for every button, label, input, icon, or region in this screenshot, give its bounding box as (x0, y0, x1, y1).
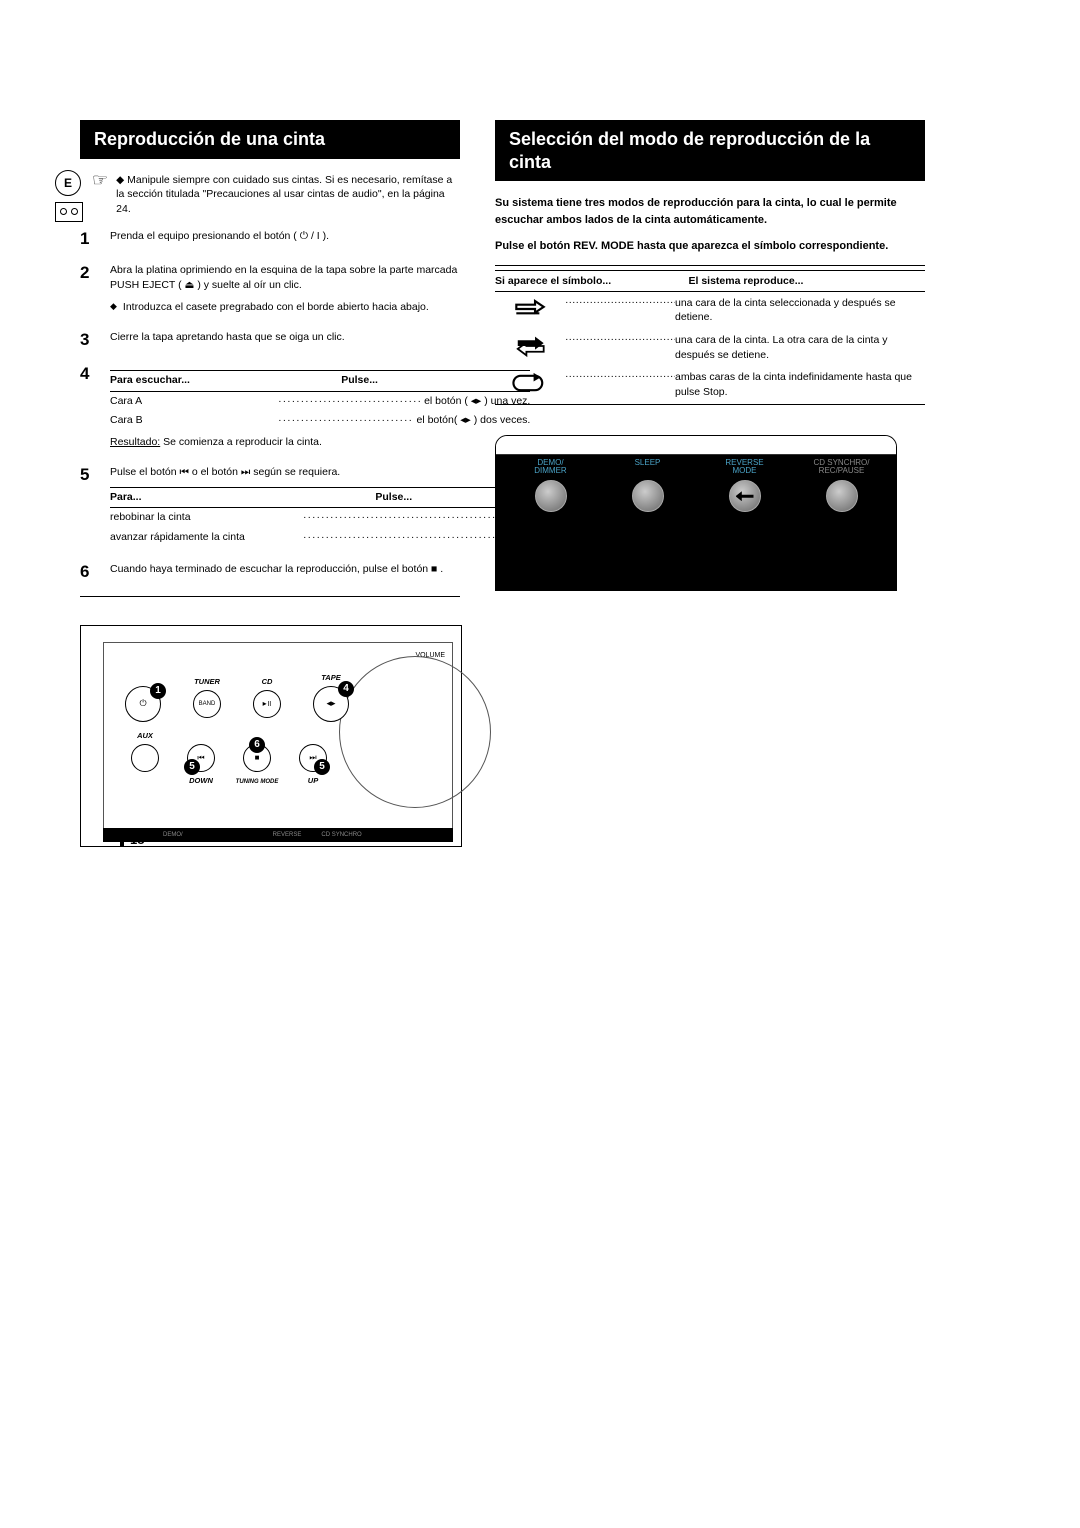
step-num: 4 (80, 364, 98, 451)
tape-button: ◂▸ TAPE 4 (313, 686, 349, 722)
step-num: 2 (80, 263, 98, 316)
step-num: 3 (80, 330, 98, 350)
step-num: 1 (80, 229, 98, 249)
side-badge: E (55, 170, 83, 222)
power-button: ⏻ 1 (125, 686, 161, 722)
step-6: Cuando haya terminado de escuchar la rep… (110, 562, 460, 582)
mode-table: Si aparece el símbolo... El sistema repr… (495, 270, 925, 405)
reverse-mode-button (729, 480, 761, 512)
step-2: Abra la platina oprimiendo en la esquina… (110, 263, 460, 316)
left-header: Reproducción de una cinta (80, 120, 460, 159)
demo-label: DEMO/DIMMER (502, 459, 599, 477)
device-figure: VOLUME ⏻ 1 TUNER BAND ▸॥ CD ◂▸ TAPE (80, 625, 462, 847)
mode-loop-icon (495, 370, 565, 396)
pointer-icon: ☞ (92, 171, 108, 189)
tuner-button: TUNER BAND (193, 690, 221, 718)
intro-text-2: Pulse el botón REV. MODE hasta que apare… (495, 238, 925, 255)
right-header: Selección del modo de reproducción de la… (495, 120, 925, 181)
cassette-icon (55, 202, 83, 222)
synchro-label: CD SYNCHRO/REC/PAUSE (793, 459, 890, 477)
control-panel: DEMO/DIMMER SLEEP REVERSEMODE CD SYNCHRO… (495, 435, 897, 592)
sleep-label: SLEEP (599, 459, 696, 477)
prev-button: ⏮ 5 DOWN (187, 744, 215, 772)
step-num: 5 (80, 465, 98, 548)
stop-button: ■ 6 TUNING MODE (243, 744, 271, 772)
cd-button: ▸॥ CD (253, 690, 281, 718)
handling-note: ☞ ◆ Manipule siempre con cuidado sus cin… (92, 173, 460, 217)
page-number: 18 (120, 832, 144, 847)
next-button: ⏭ 5 UP (299, 744, 327, 772)
step-4: Para escuchar...Pulse... Cara Ael botón … (110, 364, 530, 451)
step-1: Prenda el equipo presionando el botón ( … (110, 229, 460, 249)
synchro-button (826, 480, 858, 512)
reverse-label: REVERSEMODE (696, 459, 793, 477)
mode-both-sides-icon (495, 333, 565, 359)
intro-text-1: Su sistema tiene tres modos de reproducc… (495, 195, 925, 228)
demo-button (535, 480, 567, 512)
step-3: Cierre la tapa apretando hasta que se oi… (110, 330, 460, 350)
mode-one-side-icon (495, 296, 565, 322)
aux-button: AUX (131, 744, 159, 772)
step-num: 6 (80, 562, 98, 582)
sleep-button (632, 480, 664, 512)
language-badge: E (55, 170, 81, 196)
